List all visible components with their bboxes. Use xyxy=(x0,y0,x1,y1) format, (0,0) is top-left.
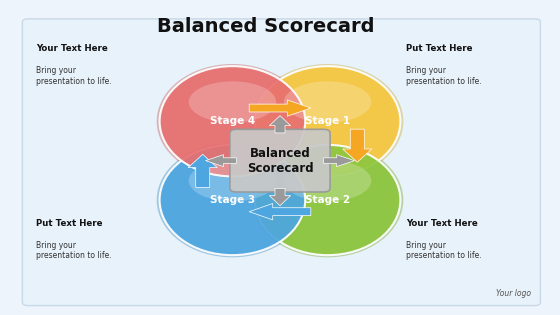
FancyArrow shape xyxy=(249,100,311,116)
FancyArrow shape xyxy=(188,154,217,187)
Ellipse shape xyxy=(189,160,276,201)
Ellipse shape xyxy=(157,143,308,257)
FancyArrow shape xyxy=(269,116,291,133)
Text: Stage 4: Stage 4 xyxy=(210,116,255,126)
FancyArrow shape xyxy=(343,129,372,162)
Text: Stage 1: Stage 1 xyxy=(305,116,350,126)
Ellipse shape xyxy=(189,81,276,123)
FancyArrow shape xyxy=(324,155,354,167)
Text: Stage 2: Stage 2 xyxy=(305,195,350,205)
Text: Bring your
presentation to life.: Bring your presentation to life. xyxy=(36,66,112,86)
FancyBboxPatch shape xyxy=(22,19,540,306)
FancyArrow shape xyxy=(206,155,236,167)
Ellipse shape xyxy=(160,66,305,176)
Text: Put Text Here: Put Text Here xyxy=(406,44,473,53)
Text: Your logo: Your logo xyxy=(496,289,531,298)
Text: Bring your
presentation to life.: Bring your presentation to life. xyxy=(406,66,482,86)
Text: Bring your
presentation to life.: Bring your presentation to life. xyxy=(406,241,482,261)
Text: Your Text Here: Your Text Here xyxy=(406,219,478,228)
FancyArrow shape xyxy=(269,188,291,206)
Text: Balanced
Scorecard: Balanced Scorecard xyxy=(247,147,313,175)
FancyBboxPatch shape xyxy=(230,129,330,192)
FancyArrow shape xyxy=(249,203,311,220)
Text: Bring your
presentation to life.: Bring your presentation to life. xyxy=(36,241,112,261)
Ellipse shape xyxy=(160,145,305,255)
Ellipse shape xyxy=(284,160,371,201)
Text: Balanced Scorecard: Balanced Scorecard xyxy=(157,17,374,36)
Ellipse shape xyxy=(157,64,308,179)
Ellipse shape xyxy=(252,143,403,257)
Ellipse shape xyxy=(255,145,400,255)
Text: Put Text Here: Put Text Here xyxy=(36,219,103,228)
Text: Stage 3: Stage 3 xyxy=(210,195,255,205)
Ellipse shape xyxy=(255,66,400,176)
Ellipse shape xyxy=(284,81,371,123)
Text: Your Text Here: Your Text Here xyxy=(36,44,108,53)
Ellipse shape xyxy=(252,64,403,179)
